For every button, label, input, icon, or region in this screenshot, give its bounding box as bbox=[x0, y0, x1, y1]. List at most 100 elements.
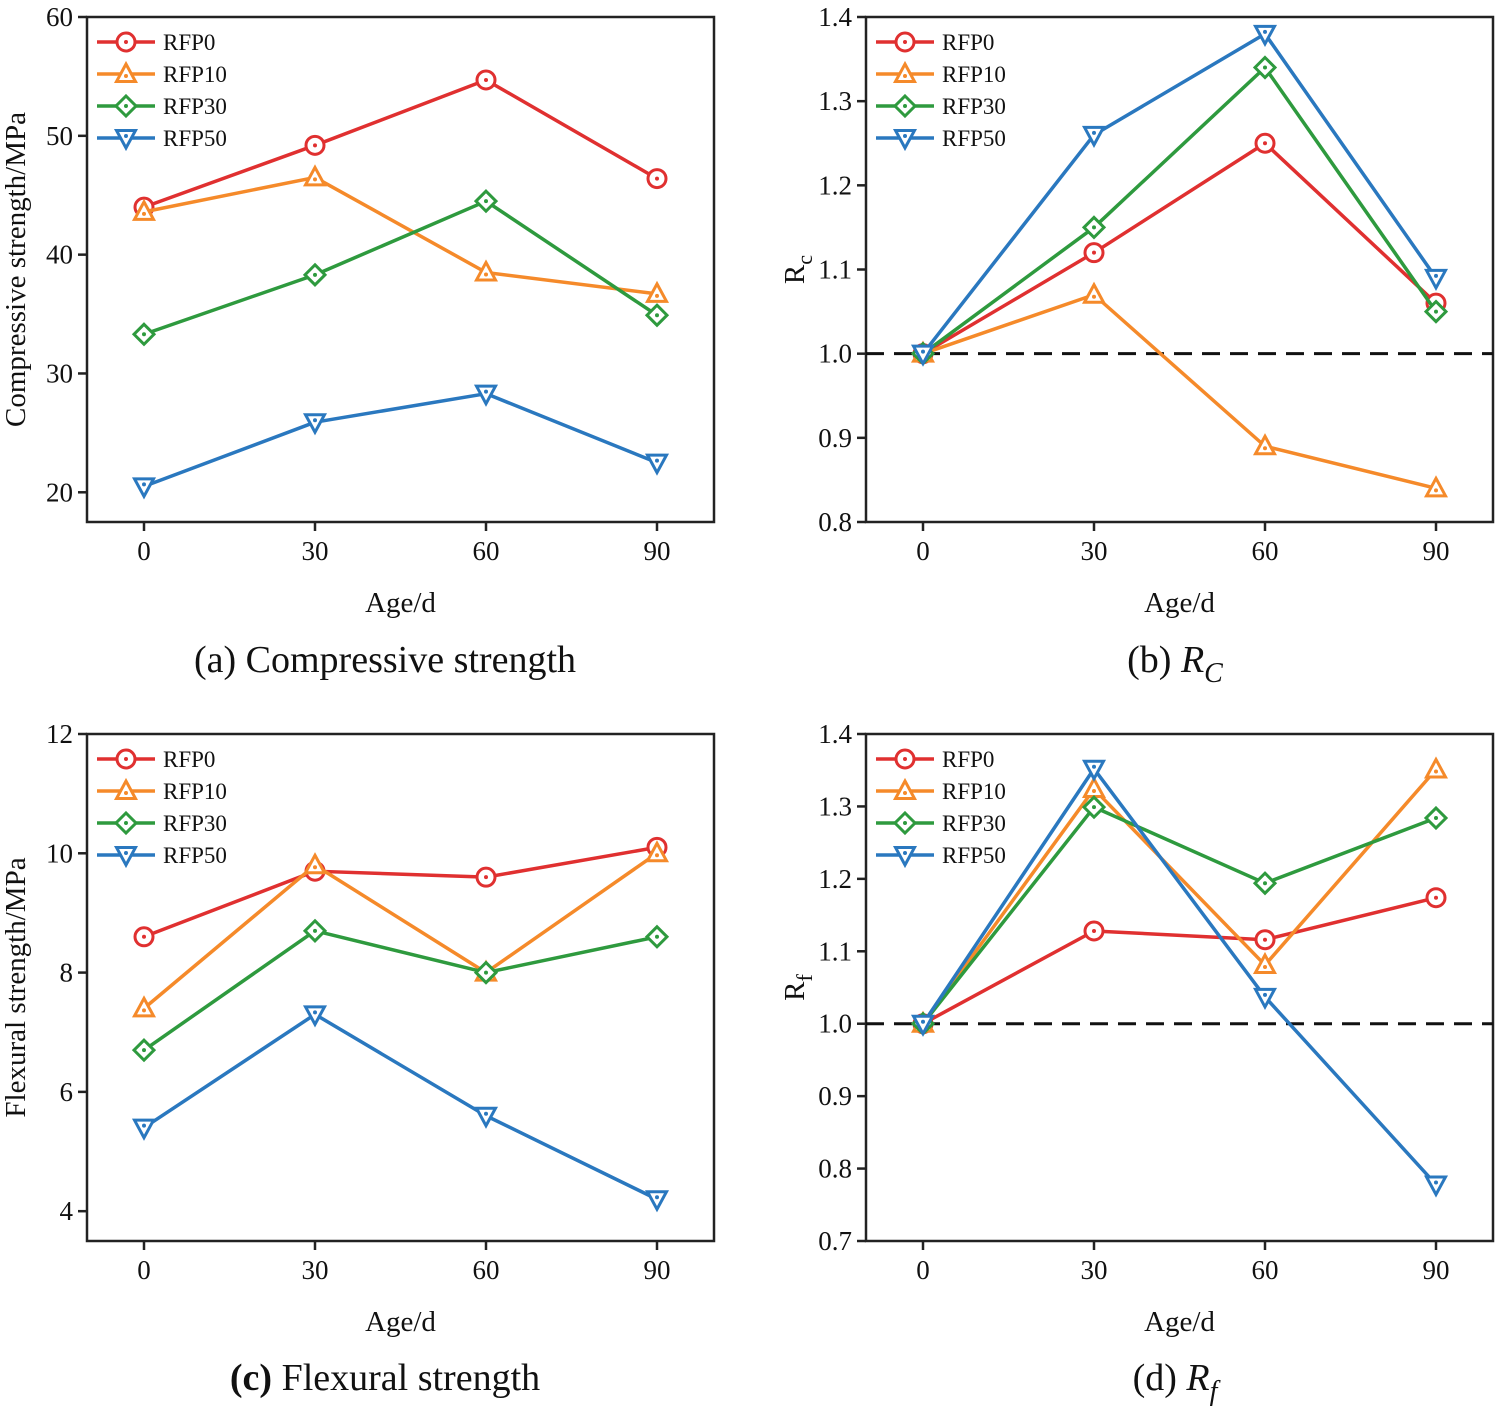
series-RFP50 bbox=[131, 384, 670, 500]
data-point bbox=[302, 1005, 328, 1028]
data-point bbox=[1081, 759, 1107, 782]
series-RFP10 bbox=[910, 756, 1449, 1033]
legend-label: RFP50 bbox=[942, 126, 1006, 151]
y-tick-label: 0.9 bbox=[818, 1081, 852, 1111]
caption-prefix: (c) bbox=[230, 1357, 272, 1399]
legend-marker bbox=[113, 60, 139, 83]
panel-caption: (c) Flexural strength bbox=[230, 1357, 540, 1399]
series-RFP10 bbox=[131, 840, 670, 1018]
data-point bbox=[1081, 281, 1107, 304]
legend-marker-center bbox=[903, 851, 907, 855]
panel-caption: (a) Compressive strength bbox=[194, 639, 576, 681]
data-point bbox=[644, 453, 670, 476]
data-point bbox=[473, 384, 499, 407]
caption-text: Compressive strength bbox=[246, 639, 576, 681]
data-point-center bbox=[142, 211, 146, 216]
series-line bbox=[922, 141, 1438, 356]
legend: RFP0 RFP10 RFP30 RFP50 bbox=[876, 747, 1006, 869]
data-point bbox=[1423, 475, 1449, 498]
data-point-center bbox=[484, 389, 488, 394]
data-point-center bbox=[142, 332, 146, 337]
legend-marker-center bbox=[903, 104, 907, 108]
data-point bbox=[302, 164, 328, 187]
data-point-center bbox=[484, 199, 488, 204]
x-axis-label: Age/d bbox=[365, 1306, 436, 1338]
y-tick-label: 0.8 bbox=[818, 1154, 852, 1184]
data-point-center bbox=[655, 458, 659, 463]
y-axis-label-main: Compressive strength/MPa bbox=[0, 112, 32, 427]
caption-prefix: (b) bbox=[1127, 639, 1171, 681]
legend-label: RFP10 bbox=[942, 779, 1006, 804]
data-point-center bbox=[1092, 929, 1096, 934]
legend-marker-center bbox=[903, 821, 907, 825]
chart-panel-b: 0.80.91.01.11.21.31.40 30 60 90Age/dRcRFP0R… bbox=[779, 2, 1495, 689]
data-point bbox=[1252, 951, 1278, 975]
data-point-center bbox=[1263, 937, 1267, 942]
legend-label: RFP0 bbox=[163, 30, 215, 55]
data-point-center bbox=[655, 853, 659, 858]
legend-marker bbox=[113, 129, 139, 152]
data-point-center bbox=[1263, 446, 1267, 451]
legend-marker-center bbox=[124, 104, 128, 108]
legend-marker-center bbox=[124, 851, 128, 855]
series-RFP50 bbox=[131, 1005, 670, 1213]
x-tick-label: 90 bbox=[1423, 1255, 1450, 1285]
y-axis-label: Compressive strength/MPa bbox=[0, 112, 32, 427]
x-tick-label: 90 bbox=[1423, 536, 1450, 566]
data-point-center bbox=[484, 1111, 488, 1116]
y-tick-label: 1.3 bbox=[818, 791, 852, 821]
caption-text: R bbox=[1180, 639, 1204, 681]
data-point-center bbox=[313, 865, 317, 870]
data-point-center bbox=[1263, 141, 1267, 146]
data-point-center bbox=[1092, 789, 1096, 794]
series-line bbox=[143, 845, 658, 939]
data-point-center bbox=[655, 1195, 659, 1200]
series-line bbox=[922, 895, 1437, 1026]
y-tick-label: 20 bbox=[46, 477, 73, 507]
legend-label: RFP30 bbox=[942, 94, 1006, 119]
x-tick-label: 0 bbox=[137, 536, 151, 566]
data-point-center bbox=[1092, 250, 1096, 255]
x-tick-label: 30 bbox=[302, 536, 329, 566]
x-tick-label: 60 bbox=[1252, 1255, 1279, 1285]
y-tick-label: 0.8 bbox=[818, 507, 852, 537]
y-tick-label: 1.1 bbox=[818, 936, 852, 966]
caption-space bbox=[1177, 1357, 1187, 1399]
legend-marker bbox=[892, 60, 918, 83]
series-RFP50 bbox=[910, 24, 1449, 367]
y-axis-label-sub: c bbox=[792, 255, 817, 265]
series-line bbox=[143, 1012, 658, 1201]
data-point-center bbox=[142, 482, 146, 487]
data-point-center bbox=[921, 1019, 925, 1024]
data-point-center bbox=[484, 970, 488, 975]
data-point-center bbox=[313, 928, 317, 933]
y-tick-label: 1.4 bbox=[818, 2, 852, 32]
series-line bbox=[921, 65, 1438, 356]
series-line bbox=[143, 78, 658, 209]
data-point-center bbox=[655, 293, 659, 298]
legend-label: RFP30 bbox=[163, 811, 227, 836]
y-tick-label: 1.1 bbox=[818, 255, 852, 285]
data-point-center bbox=[1434, 895, 1438, 900]
series-RFP30 bbox=[131, 189, 670, 347]
legend-marker-center bbox=[124, 791, 128, 795]
legend-marker-center bbox=[903, 134, 907, 138]
chart-panel-c: 4 6 8 10 12 0 30 60 90 Age/d Flexural strength/MPa… bbox=[0, 719, 716, 1399]
caption-space bbox=[1171, 639, 1181, 681]
data-point-center bbox=[1434, 273, 1438, 278]
caption-space bbox=[236, 639, 246, 681]
y-tick-label: 60 bbox=[46, 2, 73, 32]
x-tick-label: 30 bbox=[302, 1255, 329, 1285]
data-point bbox=[644, 280, 670, 303]
caption-sub: C bbox=[1204, 658, 1223, 689]
legend-label: RFP50 bbox=[163, 126, 227, 151]
series-line bbox=[142, 851, 659, 1010]
plot-frame bbox=[864, 732, 1495, 1243]
x-tick-label: 0 bbox=[137, 1255, 151, 1285]
legend-label: RFP50 bbox=[163, 843, 227, 868]
data-point bbox=[131, 198, 157, 221]
legend-marker-center bbox=[124, 134, 128, 138]
x-axis-label: Age/d bbox=[1144, 1306, 1215, 1338]
data-point bbox=[1423, 1175, 1449, 1198]
legend-label: RFP50 bbox=[942, 843, 1006, 868]
